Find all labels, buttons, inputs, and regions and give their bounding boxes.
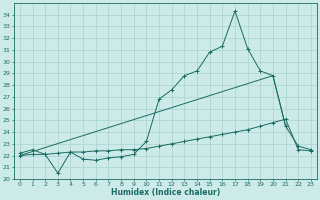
X-axis label: Humidex (Indice chaleur): Humidex (Indice chaleur): [111, 188, 220, 197]
